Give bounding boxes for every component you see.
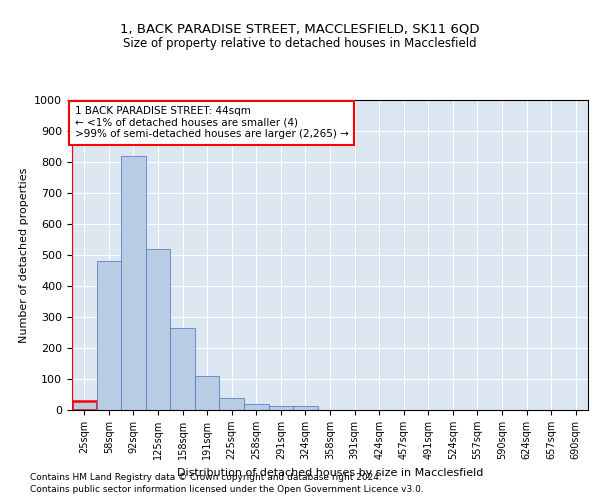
Y-axis label: Number of detached properties: Number of detached properties	[19, 168, 29, 342]
Text: 1 BACK PARADISE STREET: 44sqm
← <1% of detached houses are smaller (4)
>99% of s: 1 BACK PARADISE STREET: 44sqm ← <1% of d…	[74, 106, 349, 140]
Bar	[121, 156, 146, 410]
Bar	[72, 400, 97, 410]
Bar	[170, 328, 195, 410]
Bar	[293, 406, 318, 410]
Bar	[146, 249, 170, 410]
Bar	[195, 376, 220, 410]
Bar	[244, 404, 269, 410]
Text: Size of property relative to detached houses in Macclesfield: Size of property relative to detached ho…	[123, 38, 477, 51]
Text: Contains public sector information licensed under the Open Government Licence v3: Contains public sector information licen…	[30, 485, 424, 494]
Text: Contains HM Land Registry data © Crown copyright and database right 2024.: Contains HM Land Registry data © Crown c…	[30, 472, 382, 482]
Bar	[269, 406, 293, 410]
Bar	[97, 261, 121, 410]
Bar	[220, 398, 244, 410]
X-axis label: Distribution of detached houses by size in Macclesfield: Distribution of detached houses by size …	[177, 468, 483, 477]
Text: 1, BACK PARADISE STREET, MACCLESFIELD, SK11 6QD: 1, BACK PARADISE STREET, MACCLESFIELD, S…	[120, 22, 480, 36]
